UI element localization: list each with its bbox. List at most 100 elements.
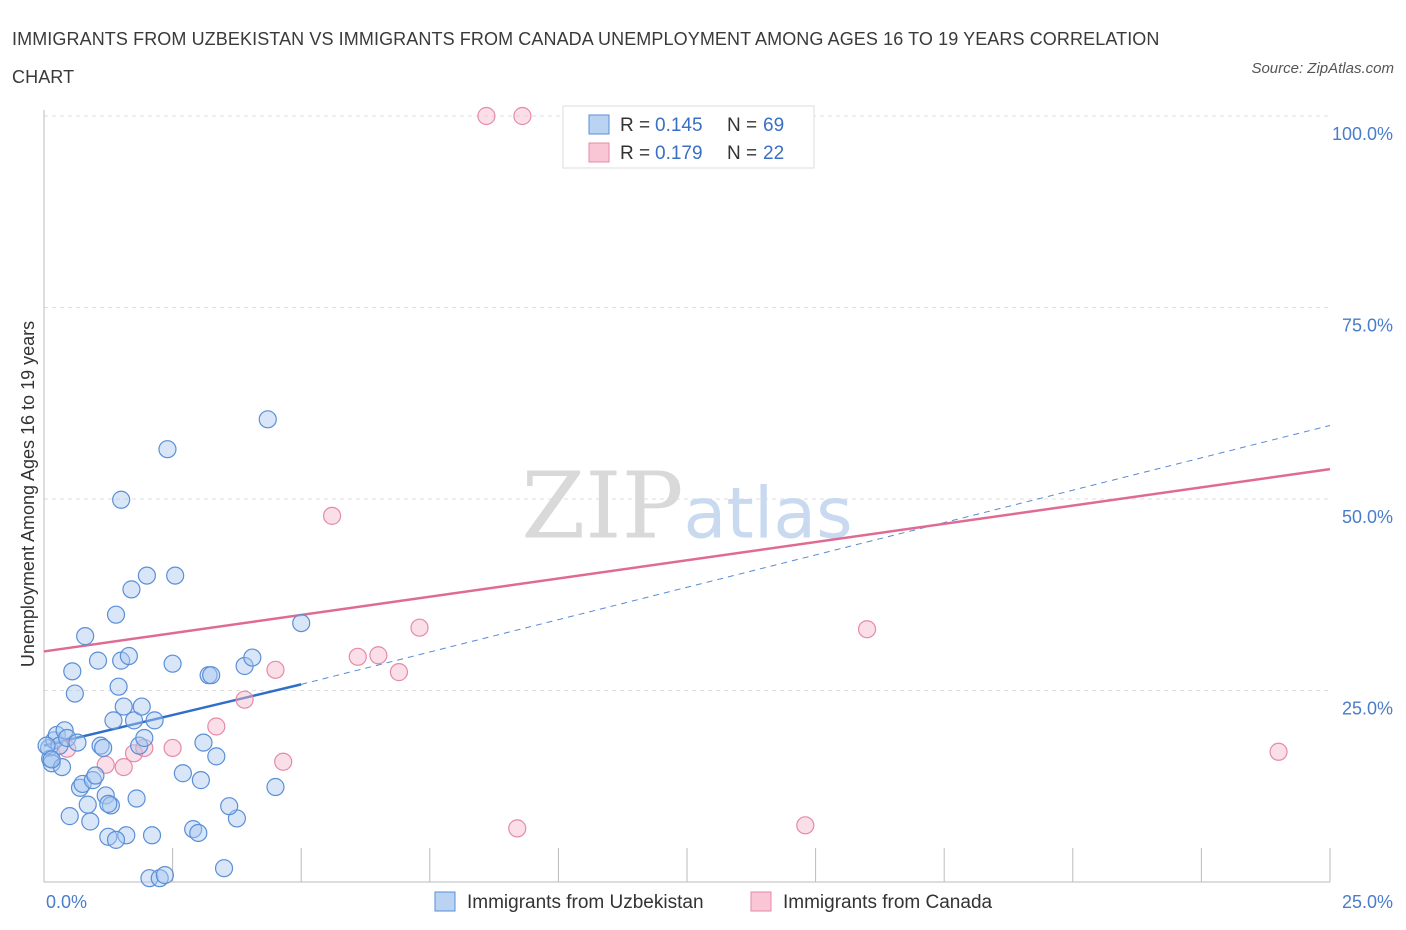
legend-swatch-0 xyxy=(588,114,610,135)
top-legend: R = 0.145 N = 69 R = 0.179 N = 22 xyxy=(562,105,815,169)
uzbekistan-point xyxy=(42,750,61,769)
canada-point xyxy=(513,106,532,126)
canada-point xyxy=(477,106,496,126)
uzbekistan-point xyxy=(266,777,285,797)
uzbekistan-point xyxy=(58,728,77,748)
legend-r-value: 0.179 xyxy=(655,143,703,164)
uzbekistan-point xyxy=(112,490,131,509)
uzbekistan-point xyxy=(142,826,162,845)
uzbekistan-trend-extension xyxy=(301,424,1331,685)
uzbekistan-point xyxy=(65,684,84,703)
uzbekistan-point xyxy=(88,651,108,670)
uzbekistan-point xyxy=(68,733,87,752)
legend-n-label: N = xyxy=(727,115,757,136)
canada-point xyxy=(207,717,226,736)
axes-layer xyxy=(43,110,1331,883)
bottom-legend-swatch-1 xyxy=(750,891,772,912)
uzbekistan-point xyxy=(63,662,82,681)
uzbekistan-point xyxy=(163,654,182,673)
y-tick-label: 75.0% xyxy=(1342,316,1393,336)
uzbekistan-point xyxy=(81,812,100,831)
uzbekistan-point xyxy=(155,866,174,885)
uzbekistan-point xyxy=(292,613,311,633)
canada-point xyxy=(1269,742,1288,761)
uzbekistan-point xyxy=(86,766,105,785)
uzbekistan-point xyxy=(191,771,210,790)
uzbekistan-point xyxy=(99,794,118,813)
uzbekistan-point xyxy=(243,648,262,667)
source-credit: Source: ZipAtlas.com xyxy=(1251,60,1394,77)
uzbekistan-point xyxy=(145,711,164,730)
points-layer xyxy=(37,106,1288,888)
bottom-legend-label-1: Immigrants from Canada xyxy=(783,892,993,913)
legend-r-label: R = xyxy=(620,143,650,164)
chart-title: IMMIGRANTS FROM UZBEKISTAN VS IMMIGRANTS… xyxy=(12,29,1160,87)
uzbekistan-point xyxy=(137,566,156,585)
canada-point xyxy=(410,618,429,637)
uzbekistan-point xyxy=(37,736,56,755)
canada-point xyxy=(389,663,409,682)
legend-r-label: R = xyxy=(620,115,650,136)
legend-swatch-1 xyxy=(588,142,610,163)
uzbekistan-point xyxy=(91,736,110,755)
legend-n-label: N = xyxy=(727,143,757,164)
canada-point xyxy=(266,660,285,679)
uzbekistan-point xyxy=(109,677,128,696)
bottom-legend-label-0: Immigrants from Uzbekistan xyxy=(467,892,704,913)
uzbekistan-point xyxy=(119,646,138,666)
uzbekistan-point xyxy=(220,797,239,816)
uzbekistan-point xyxy=(150,869,169,888)
uzbekistan-point xyxy=(104,711,123,730)
grid-layer xyxy=(44,115,1330,691)
canada-point xyxy=(322,506,342,525)
uzbekistan-point xyxy=(132,697,151,716)
uzbekistan-point xyxy=(94,738,113,758)
canada-point xyxy=(796,816,815,835)
canada-point xyxy=(369,646,388,665)
bottom-legend: Immigrants from Uzbekistan Immigrants fro… xyxy=(434,891,993,913)
uzbekistan-point xyxy=(106,830,126,849)
legend-r-value: 0.145 xyxy=(655,115,703,136)
uzbekistan-point xyxy=(42,754,61,773)
uzbekistan-point xyxy=(78,795,97,814)
y-tick-label: 100.0% xyxy=(1332,124,1393,144)
uzbekistan-point xyxy=(73,774,92,794)
canada-point xyxy=(163,738,182,758)
uzbekistan-point xyxy=(135,728,154,748)
uzbekistan-point xyxy=(60,807,79,826)
x-tick-label-max: 25.0% xyxy=(1342,892,1393,912)
uzbekistan-point xyxy=(207,747,226,766)
uzbekistan-point xyxy=(214,859,234,878)
legend-n-value: 69 xyxy=(763,115,784,136)
uzbekistan-point xyxy=(114,697,133,716)
uzbekistan-point xyxy=(106,605,126,624)
bottom-legend-swatch-0 xyxy=(434,891,456,912)
canada-trend-line xyxy=(43,467,1331,653)
uzbekistan-point xyxy=(189,823,208,843)
uzbekistan-point xyxy=(127,789,146,808)
uzbekistan-point xyxy=(258,410,277,429)
canada-point xyxy=(235,690,254,709)
canada-point xyxy=(857,620,877,639)
canada-point xyxy=(348,647,367,666)
y-axis-label: Unemployment Among Ages 16 to 19 years xyxy=(18,321,38,667)
uzbekistan-point xyxy=(122,580,141,599)
uzbekistan-point xyxy=(117,826,136,845)
legend-n-value: 22 xyxy=(763,143,784,164)
canada-point xyxy=(114,757,133,777)
x-tick-label-min: 0.0% xyxy=(46,892,87,912)
uzbekistan-point xyxy=(124,711,144,730)
watermark: ZIPatlas xyxy=(521,452,852,559)
y-tick-label: 25.0% xyxy=(1342,699,1393,719)
y-tick-label: 50.0% xyxy=(1342,507,1393,527)
uzbekistan-point xyxy=(202,666,221,685)
canada-point xyxy=(274,752,293,771)
trend-layer xyxy=(43,424,1331,747)
uzbekistan-point xyxy=(158,440,177,459)
uzbekistan-trend-line xyxy=(43,683,302,747)
uzbekistan-point xyxy=(173,764,192,783)
uzbekistan-point xyxy=(166,566,185,585)
uzbekistan-point xyxy=(194,733,213,752)
canada-point xyxy=(508,819,527,838)
